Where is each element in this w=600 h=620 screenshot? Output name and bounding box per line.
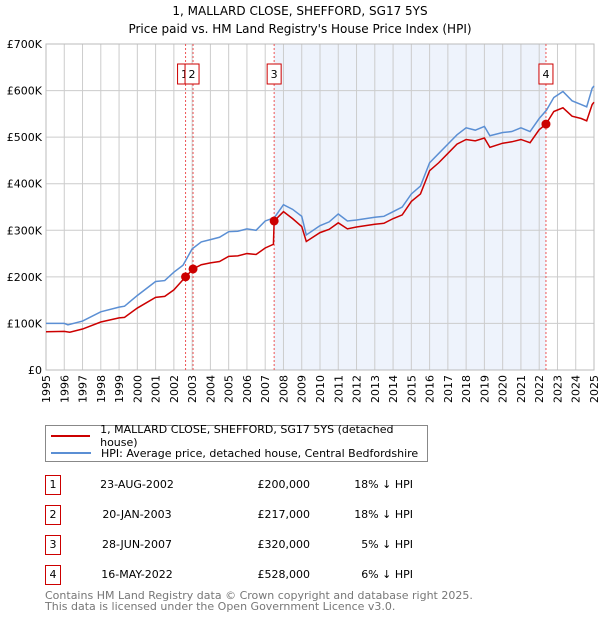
shaded-period: [274, 44, 546, 370]
x-tick-label: 1998: [95, 375, 108, 403]
sale-row: 2 20-JAN-2003 £217,000 18% ↓ HPI: [45, 505, 465, 525]
sale-label: 3: [271, 68, 278, 81]
x-tick-label: 2001: [150, 375, 163, 403]
x-tick-label: 2024: [570, 375, 583, 403]
x-tick-label: 2003: [186, 375, 199, 403]
sale-point: [541, 119, 551, 129]
property-price-line: [45, 101, 595, 334]
x-tick-label: 2004: [204, 375, 217, 403]
sale-hpi-diff: 18% ↓ HPI: [354, 508, 413, 521]
sale-date: 20-JAN-2003: [102, 508, 172, 521]
x-tick-label: 2000: [131, 375, 144, 403]
x-tick-label: 2013: [369, 375, 382, 403]
sale-row: 1 23-AUG-2002 £200,000 18% ↓ HPI: [45, 475, 465, 495]
hpi-line: [46, 85, 595, 326]
chart-subtitle: Price paid vs. HM Land Registry's House …: [128, 22, 471, 36]
sale-row: 4 16-MAY-2022 £528,000 6% ↓ HPI: [45, 565, 465, 585]
sale-point: [188, 264, 198, 274]
sale-hpi-diff: 5% ↓ HPI: [361, 538, 413, 551]
price-chart: 1, MALLARD CLOSE, SHEFFORD, SG17 5YS Pri…: [7, 4, 600, 403]
y-tick-label: £700K: [7, 38, 43, 51]
x-tick-label: 2019: [478, 375, 491, 403]
sale-price: £217,000: [257, 508, 311, 521]
sale-price: £200,000: [257, 478, 311, 491]
x-tick-label: 2012: [351, 375, 364, 403]
y-tick-label: £300K: [7, 224, 43, 237]
x-tick-label: 2015: [405, 375, 418, 403]
y-tick-label: £600K: [7, 85, 43, 98]
sale-hpi-diff: 18% ↓ HPI: [354, 478, 413, 491]
x-tick-label: 2002: [168, 375, 181, 403]
x-tick-label: 2007: [259, 375, 272, 403]
sale-number: 1: [45, 475, 61, 495]
x-tick-label: 2014: [387, 375, 400, 403]
sale-date: 23-AUG-2002: [100, 478, 174, 491]
legend: 1, MALLARD CLOSE, SHEFFORD, SG17 5YS (de…: [45, 423, 428, 462]
y-tick-label: £400K: [7, 178, 43, 191]
x-tick-label: 2006: [241, 375, 254, 403]
sale-date: 16-MAY-2022: [101, 568, 173, 581]
legend-blue-line: [51, 452, 91, 454]
x-tick-label: 2005: [223, 375, 236, 403]
x-tick-label: 2017: [442, 375, 455, 403]
sale-number: 2: [45, 505, 61, 525]
x-tick-label: 2016: [424, 375, 437, 403]
y-tick-label: £500K: [7, 131, 43, 144]
sale-price: £320,000: [257, 538, 311, 551]
footer-licence: This data is licensed under the Open Gov…: [45, 600, 396, 613]
sale-price: £528,000: [257, 568, 311, 581]
x-tick-label: 2022: [533, 375, 546, 403]
x-tick-label: 1995: [40, 375, 53, 403]
footer-copyright: Contains HM Land Registry data © Crown c…: [45, 589, 473, 602]
x-tick-label: 2009: [296, 375, 309, 403]
chart-title: 1, MALLARD CLOSE, SHEFFORD, SG17 5YS: [172, 4, 427, 18]
sale-label-box: [266, 63, 282, 85]
sale-label: 2: [189, 68, 196, 81]
sale-point: [181, 272, 191, 282]
x-tick-label: 2010: [314, 375, 327, 403]
x-tick-label: 2018: [460, 375, 473, 403]
sale-hpi-diff: 6% ↓ HPI: [361, 568, 413, 581]
y-tick-label: £100K: [7, 317, 43, 330]
sale-row: 3 28-JUN-2007 £320,000 5% ↓ HPI: [45, 535, 465, 555]
sale-point: [269, 216, 279, 226]
x-tick-label: 2008: [277, 375, 290, 403]
x-tick-label: 2020: [497, 375, 510, 403]
legend-red-line: [51, 435, 91, 437]
sale-label: 4: [542, 68, 549, 81]
legend-label: HPI: Average price, detached house, Cent…: [101, 446, 419, 460]
legend-item-hpi: HPI: Average price, detached house, Cent…: [51, 445, 418, 461]
x-tick-label: 2011: [332, 375, 345, 403]
x-tick-label: 1996: [58, 375, 71, 403]
plot-border: [45, 43, 595, 371]
x-tick-label: 2023: [551, 375, 564, 403]
sale-label-box: [184, 63, 200, 85]
x-tick-label: 2021: [515, 375, 528, 403]
x-tick-label: 1997: [77, 375, 90, 403]
y-tick-label: £0: [28, 364, 42, 377]
x-tick-label: 2025: [588, 375, 600, 403]
sale-date: 28-JUN-2007: [101, 538, 173, 551]
y-tick-label: £200K: [7, 271, 43, 284]
sale-label-box: [538, 63, 554, 85]
legend-item-property: 1, MALLARD CLOSE, SHEFFORD, SG17 5YS (de…: [51, 423, 427, 449]
sale-number: 4: [45, 565, 61, 585]
x-tick-label: 1999: [113, 375, 126, 403]
sale-number: 3: [45, 535, 61, 555]
legend-label: 1, MALLARD CLOSE, SHEFFORD, SG17 5YS (de…: [100, 423, 394, 449]
